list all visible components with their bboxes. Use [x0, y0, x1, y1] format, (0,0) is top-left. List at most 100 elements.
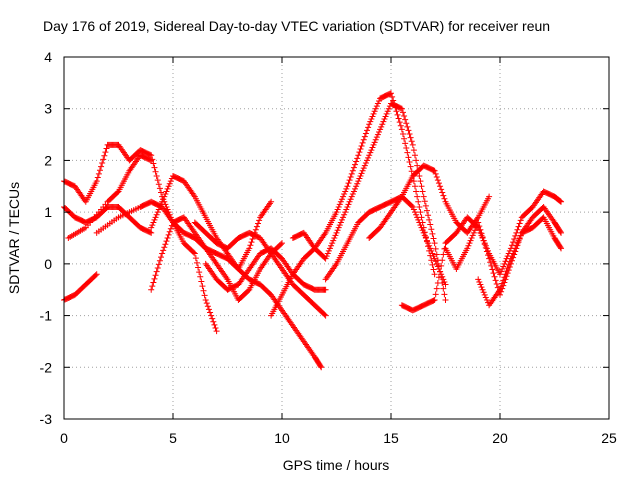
data-point [328, 242, 335, 249]
data-point [440, 285, 447, 292]
data-point [162, 241, 169, 248]
data-point [99, 160, 106, 167]
data-point [498, 283, 505, 290]
data-point [331, 235, 338, 241]
data-point [505, 261, 512, 268]
data-point [429, 230, 436, 237]
data-point [101, 152, 108, 159]
data-point [147, 229, 154, 236]
data-point [438, 262, 445, 269]
data-point [510, 250, 517, 257]
data-point [93, 178, 100, 185]
data-point [440, 192, 447, 199]
data-point [438, 186, 445, 193]
data-point [399, 131, 406, 138]
data-point [465, 242, 472, 249]
data-point [352, 161, 359, 168]
data-point [376, 128, 383, 135]
data-point [156, 185, 163, 192]
data-point [370, 110, 377, 117]
data-point [435, 274, 442, 281]
data-point [335, 224, 342, 231]
chart-title: Day 176 of 2019, Sidereal Day-to-day VTE… [43, 18, 550, 34]
data-point [423, 207, 430, 214]
data-point [422, 202, 429, 209]
data-point [148, 286, 155, 293]
data-point [190, 249, 197, 256]
data-point [155, 181, 162, 188]
data-point [428, 226, 435, 233]
data-point [480, 289, 487, 296]
data-point [511, 236, 518, 243]
data-point [340, 214, 347, 221]
data-point [408, 168, 415, 175]
data-point [373, 134, 380, 141]
data-point [416, 172, 423, 179]
data-point [508, 242, 515, 249]
data-point [374, 131, 381, 138]
data-point [114, 189, 121, 196]
data-point [356, 149, 363, 156]
data-point [485, 252, 492, 259]
data-point [430, 266, 437, 273]
data-point [151, 275, 158, 282]
data-point [425, 212, 432, 219]
data-point [512, 232, 519, 239]
data-point [151, 216, 158, 223]
data-point [343, 206, 350, 213]
data-point [441, 278, 448, 285]
data-point [382, 113, 389, 120]
data-point [317, 363, 324, 370]
data-point [383, 110, 390, 117]
data-point [335, 203, 342, 210]
data-point [200, 287, 207, 294]
data-point [557, 198, 564, 205]
data-point [437, 268, 444, 275]
data-point [159, 250, 166, 257]
data-point [94, 174, 101, 181]
data-point [403, 145, 410, 152]
data-point [96, 167, 103, 174]
data-point [357, 172, 364, 179]
data-point [414, 162, 421, 169]
data-point [204, 303, 211, 310]
data-point [365, 154, 372, 161]
data-point [212, 324, 219, 331]
data-point [149, 283, 156, 290]
data-point [163, 238, 170, 245]
data-point [433, 251, 440, 258]
series-sat-l [322, 193, 449, 288]
data-point [442, 297, 449, 304]
data-point [416, 203, 423, 210]
data-point [497, 286, 503, 293]
data-point [354, 155, 361, 162]
data-point [350, 164, 357, 171]
data-point [431, 167, 438, 174]
data-point [406, 131, 413, 138]
data-point [409, 141, 416, 148]
data-point [93, 271, 100, 278]
data-point [413, 157, 420, 164]
data-point [156, 257, 163, 264]
data-point [205, 306, 212, 313]
data-point [341, 211, 348, 218]
data-point [492, 277, 499, 284]
data-point [410, 206, 417, 213]
data-point [398, 126, 405, 133]
data-point [322, 286, 329, 293]
data-point [486, 255, 493, 262]
data-point [245, 287, 252, 294]
data-point [515, 223, 522, 230]
data-point [352, 185, 359, 192]
data-point [503, 268, 510, 275]
data-point [415, 216, 422, 223]
data-point [161, 193, 168, 200]
data-point [196, 269, 203, 276]
data-point [349, 167, 356, 174]
data-point [343, 185, 350, 192]
data-point [199, 283, 206, 290]
y-tick-label: 2 [44, 152, 52, 168]
data-point [558, 198, 565, 205]
data-point [386, 90, 393, 97]
data-point [198, 278, 205, 285]
